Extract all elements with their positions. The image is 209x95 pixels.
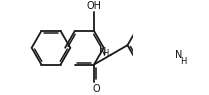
Text: H: H	[181, 57, 187, 66]
Text: H: H	[102, 49, 108, 58]
Text: N: N	[175, 50, 182, 60]
Text: O: O	[92, 84, 100, 94]
Text: N: N	[99, 48, 107, 57]
Text: OH: OH	[87, 1, 102, 11]
